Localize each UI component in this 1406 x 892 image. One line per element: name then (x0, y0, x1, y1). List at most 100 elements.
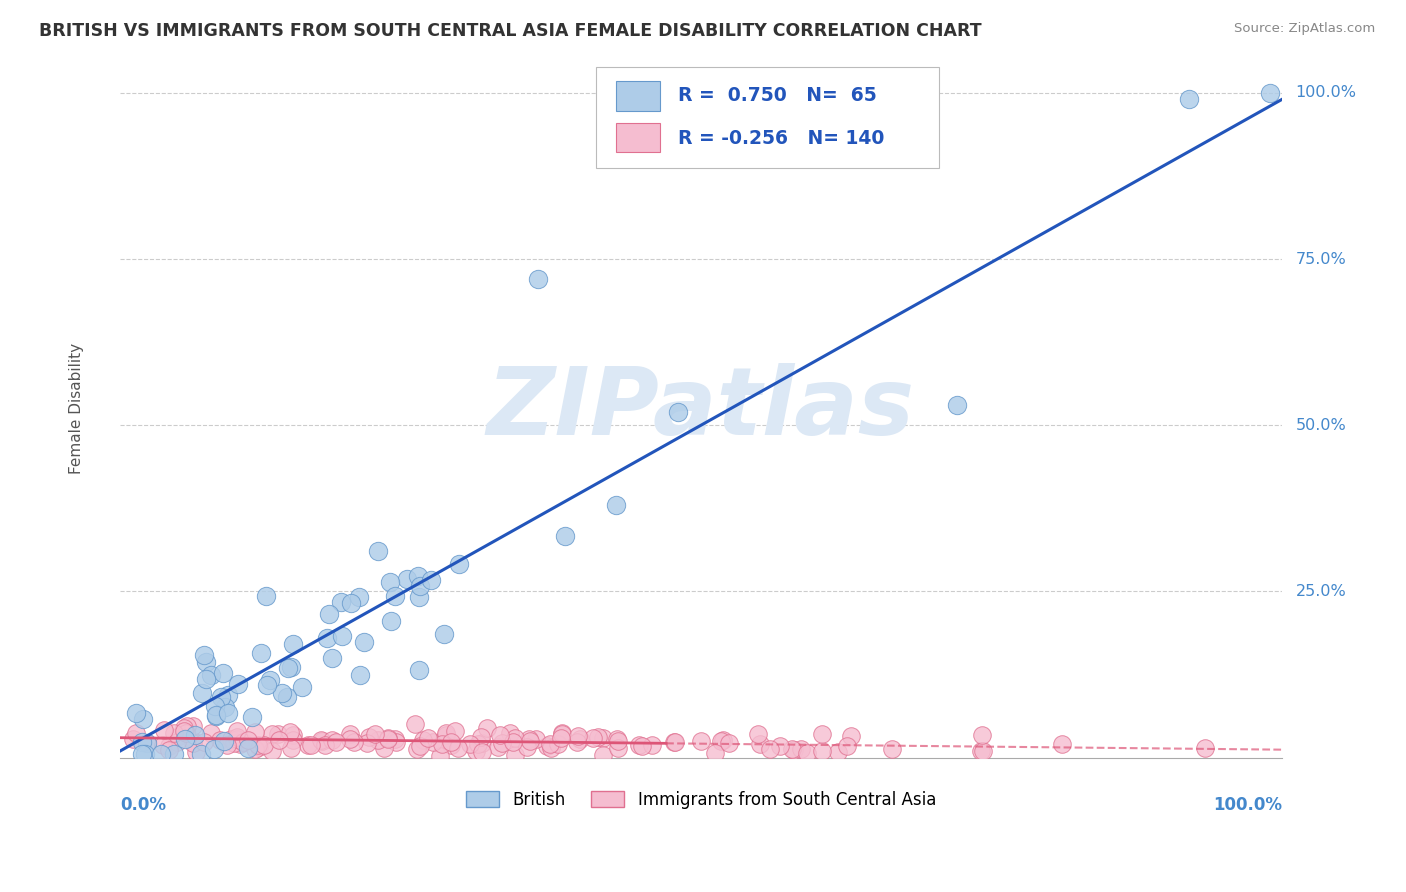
Point (945, 398, 967, 412)
Point (662, 735, 685, 749)
Point (1258, 86, 1281, 100)
Point (221, 731, 243, 746)
Point (204, 709, 226, 723)
Point (465, 744, 488, 758)
Point (1178, 93, 1201, 107)
Point (367, 733, 389, 747)
Point (226, 732, 249, 747)
Point (212, 665, 235, 680)
Point (970, 744, 993, 758)
Point (243, 741, 266, 756)
Point (405, 742, 427, 756)
Point (373, 741, 395, 756)
Point (446, 740, 468, 755)
Point (163, 747, 186, 762)
Point (467, 737, 489, 751)
Point (524, 732, 547, 747)
Point (297, 738, 319, 752)
Point (195, 655, 218, 669)
Point (311, 734, 333, 748)
Point (420, 573, 443, 587)
Point (551, 725, 574, 739)
Point (502, 735, 524, 749)
Point (503, 747, 526, 762)
Point (262, 727, 284, 741)
Point (486, 739, 509, 754)
Point (440, 738, 463, 752)
Point (283, 637, 305, 651)
Point (240, 710, 263, 724)
Point (790, 742, 813, 756)
Point (516, 739, 538, 754)
Point (232, 734, 254, 748)
Point (276, 690, 298, 705)
Point (606, 731, 628, 746)
Point (1194, 740, 1216, 755)
Point (181, 719, 204, 733)
Point (471, 736, 494, 750)
Point (125, 706, 148, 720)
Point (631, 739, 654, 753)
Point (377, 731, 399, 745)
Point (321, 651, 343, 665)
Point (316, 631, 339, 645)
Point (384, 589, 406, 603)
Point (780, 741, 803, 756)
Text: 50.0%: 50.0% (1296, 417, 1347, 433)
Point (349, 591, 371, 605)
Point (835, 739, 858, 753)
Point (236, 733, 259, 747)
Text: 100.0%: 100.0% (1296, 86, 1357, 100)
Point (229, 737, 252, 751)
Point (253, 738, 276, 752)
Point (749, 737, 772, 751)
Point (259, 673, 281, 687)
Point (212, 734, 235, 748)
Point (314, 738, 336, 752)
Point (568, 731, 591, 746)
Point (470, 730, 492, 744)
Point (181, 734, 204, 748)
Point (796, 746, 818, 760)
Point (664, 735, 686, 749)
Point (356, 736, 378, 750)
Point (586, 730, 609, 744)
Point (489, 728, 512, 742)
Point (217, 706, 239, 721)
Point (209, 690, 232, 704)
Point (434, 728, 457, 742)
Point (349, 668, 371, 682)
Point (689, 733, 711, 747)
Point (173, 721, 195, 735)
Point (329, 595, 352, 609)
Point (200, 668, 222, 682)
Point (666, 405, 689, 419)
Point (527, 272, 550, 286)
Point (429, 748, 451, 763)
Point (214, 700, 236, 714)
Point (245, 725, 267, 739)
Text: Female Disability: Female Disability (69, 343, 83, 475)
Point (628, 738, 651, 752)
Point (271, 686, 294, 700)
Point (247, 739, 270, 754)
Point (283, 728, 305, 742)
Point (247, 739, 270, 753)
Text: BRITISH VS IMMIGRANTS FROM SOUTH CENTRAL ASIA FEMALE DISABILITY CORRELATION CHAR: BRITISH VS IMMIGRANTS FROM SOUTH CENTRAL… (39, 22, 981, 40)
Point (408, 591, 430, 605)
Point (536, 739, 558, 753)
Point (250, 646, 273, 660)
Point (385, 735, 408, 749)
Point (184, 728, 207, 742)
Point (880, 742, 903, 756)
Point (416, 731, 439, 746)
Point (136, 736, 159, 750)
Point (193, 648, 215, 663)
Point (194, 672, 217, 686)
Point (491, 736, 513, 750)
Point (131, 735, 153, 749)
Point (747, 727, 769, 741)
Point (367, 544, 389, 558)
Point (183, 736, 205, 750)
Point (163, 726, 186, 740)
